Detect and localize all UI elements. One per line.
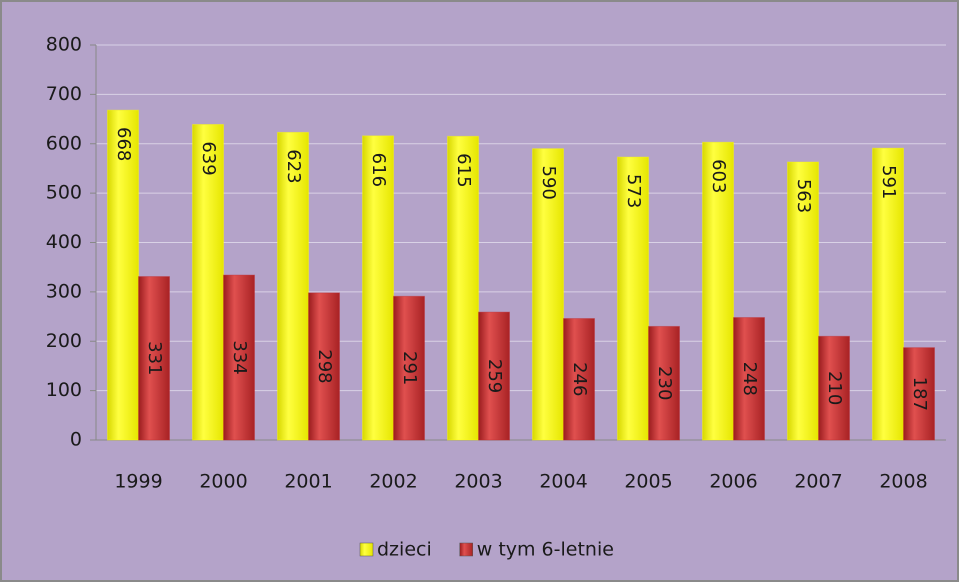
bar [308, 292, 340, 441]
bar [277, 131, 309, 441]
data-label: 563 [793, 179, 814, 213]
bar [107, 109, 139, 441]
data-label: 603 [708, 159, 729, 193]
data-label: 623 [283, 149, 304, 183]
y-tick-label: 300 [46, 280, 82, 302]
bar [393, 295, 425, 441]
data-label: 210 [824, 371, 845, 405]
bar [733, 317, 765, 441]
data-label: 291 [399, 351, 420, 385]
x-tick-label: 2007 [794, 471, 842, 493]
data-label: 246 [569, 362, 590, 396]
bar [447, 135, 479, 441]
x-tick-label: 1999 [114, 471, 162, 493]
data-label: 616 [368, 153, 389, 187]
bar [648, 325, 680, 441]
bar [702, 141, 734, 441]
legend-label: dzieci [377, 539, 432, 561]
bar [138, 276, 170, 441]
data-label: 573 [623, 174, 644, 208]
bar [617, 156, 649, 441]
data-label: 298 [314, 349, 335, 383]
bar [362, 135, 394, 441]
x-tick-label: 2000 [199, 471, 247, 493]
bar [563, 318, 595, 441]
data-label: 331 [144, 341, 165, 375]
data-label: 187 [909, 377, 930, 411]
x-tick-label: 2001 [284, 471, 332, 493]
data-label: 259 [484, 359, 505, 393]
y-tick-label: 700 [46, 83, 82, 105]
y-tick-label: 100 [46, 379, 82, 401]
bar [872, 147, 904, 441]
legend-swatch [359, 542, 374, 557]
legend-swatch [459, 542, 473, 557]
bar [223, 274, 255, 441]
data-label: 334 [229, 340, 250, 374]
bar [532, 148, 564, 441]
data-label: 668 [113, 127, 134, 161]
x-tick-label: 2005 [624, 471, 672, 493]
y-tick-label: 600 [46, 132, 82, 154]
x-tick-label: 2002 [369, 471, 417, 493]
x-tick-label: 2006 [709, 471, 757, 493]
bar [478, 311, 510, 441]
x-tick-label: 2004 [539, 471, 587, 493]
data-label: 591 [878, 165, 899, 199]
bar [787, 161, 819, 441]
bar [903, 347, 935, 441]
x-tick-label: 2008 [879, 471, 927, 493]
y-tick-label: 0 [70, 429, 82, 451]
y-tick-label: 500 [46, 182, 82, 204]
y-tick-label: 800 [46, 34, 82, 56]
x-tick-label: 2003 [454, 471, 502, 493]
y-tick-label: 400 [46, 231, 82, 253]
bar [818, 335, 850, 441]
y-tick-label: 200 [46, 330, 82, 352]
data-label: 590 [538, 166, 559, 200]
data-label: 230 [654, 366, 675, 400]
data-label: 248 [739, 362, 760, 396]
legend-label: w tym 6-letnie [477, 539, 614, 561]
data-label: 639 [198, 141, 219, 175]
data-label: 615 [453, 153, 474, 187]
